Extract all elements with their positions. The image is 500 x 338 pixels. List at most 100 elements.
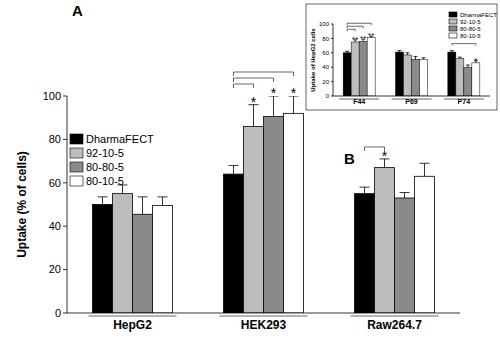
- legend-swatch: [70, 176, 83, 186]
- bar: [404, 55, 412, 96]
- y-tick: [331, 96, 333, 97]
- error-line: [233, 165, 234, 174]
- error-cap: [422, 57, 426, 58]
- error-bar: [466, 65, 470, 67]
- bar: [420, 59, 428, 96]
- legend-swatch: [449, 33, 457, 38]
- error-cap: [138, 196, 148, 197]
- bracket-line: [365, 147, 385, 151]
- legend-label: 92-10-5: [86, 147, 124, 159]
- bar: [351, 42, 359, 96]
- marks: [343, 36, 480, 96]
- y-tick: [63, 226, 67, 227]
- error-cap: [345, 51, 349, 52]
- bar: [464, 67, 472, 96]
- legend: DharmaFECT92-10-580-80-580-10-5: [70, 133, 154, 187]
- category-label: P74: [458, 98, 471, 105]
- bar: [456, 59, 464, 96]
- category-underline: [351, 316, 439, 317]
- error-cap: [420, 163, 430, 164]
- y-tick: [331, 38, 333, 39]
- error-line: [364, 187, 365, 194]
- bar: [113, 194, 133, 313]
- x-axis: [333, 96, 490, 97]
- legend-swatch: [449, 12, 457, 17]
- y-tick: [63, 139, 67, 140]
- legend-swatch: [70, 134, 83, 144]
- error-bar: [422, 58, 426, 59]
- legend-label: 80-10-5: [460, 33, 481, 39]
- y-tick-label: 40: [322, 64, 329, 70]
- legend: DharmaFECT92-10-580-80-580-10-5: [449, 12, 497, 39]
- error-bar: [398, 51, 402, 52]
- error-cap: [458, 57, 462, 58]
- category-label: P69: [405, 98, 418, 105]
- significance-bracket: [365, 147, 385, 151]
- bar: [284, 113, 304, 313]
- bar: [153, 206, 173, 313]
- chart-1: 020406080100F44P69P74Uptake of HepG2 cel…: [306, 4, 497, 110]
- x-axis: [67, 313, 460, 314]
- y-axis-label: Uptake (% of cells): [15, 151, 29, 258]
- legend-label: 92-10-5: [460, 19, 481, 25]
- bar: [415, 176, 435, 313]
- error-bar: [345, 51, 349, 52]
- y-tick-label: 40: [49, 220, 61, 232]
- error-line: [102, 197, 103, 205]
- significance-bracket: [347, 29, 355, 31]
- legend-swatch: [449, 19, 457, 24]
- bracket-line: [452, 44, 476, 46]
- category-label: HEK293: [241, 318, 287, 332]
- significance-bracket: [234, 72, 294, 76]
- significance-label: **: [368, 31, 374, 40]
- bracket-line: [234, 78, 274, 82]
- legend-label: DharmaFECT: [460, 12, 497, 18]
- bar: [224, 174, 244, 313]
- figure: 020406080100HepG2HEK293Raw264.7Uptake (%…: [0, 0, 500, 338]
- y-tick: [63, 182, 67, 183]
- error-cap: [400, 192, 410, 193]
- bar: [396, 52, 404, 96]
- error-bar: [400, 193, 410, 198]
- marks: [93, 96, 435, 313]
- error-cap: [466, 65, 470, 66]
- y-tick-label: 20: [49, 263, 61, 275]
- legend-swatch: [449, 26, 457, 31]
- bar: [264, 117, 284, 313]
- y-tick: [63, 96, 67, 97]
- legend-label: DharmaFECT: [86, 133, 154, 145]
- y-tick: [331, 81, 333, 82]
- legend-label: 80-80-5: [460, 26, 481, 32]
- bar: [244, 126, 264, 313]
- significance-label: *: [291, 85, 297, 101]
- y-tick: [331, 67, 333, 68]
- y-tick-label: 0: [326, 93, 330, 99]
- significance-label: *: [251, 94, 257, 110]
- y-tick-label: 20: [322, 79, 329, 85]
- significance-bracket: [234, 78, 274, 82]
- error-bar: [420, 163, 430, 176]
- bar: [93, 205, 113, 314]
- error-bar: [98, 197, 108, 205]
- y-axis: [67, 96, 68, 313]
- legend-swatch: [70, 148, 83, 158]
- bracket-line: [234, 72, 294, 76]
- bar: [412, 59, 420, 96]
- significance-bracket: [347, 23, 371, 25]
- error-cap: [360, 187, 370, 188]
- significance-label: *: [271, 85, 277, 101]
- y-tick-label: 80: [49, 133, 61, 145]
- significance-label: *: [474, 56, 477, 65]
- bar: [367, 38, 375, 96]
- y-tick-label: 100: [43, 90, 61, 102]
- bar: [359, 41, 367, 96]
- error-cap: [450, 50, 454, 51]
- significance-label: **: [352, 35, 358, 44]
- category-label: Raw264.7: [367, 318, 422, 332]
- y-tick-label: 0: [55, 307, 61, 319]
- error-bar: [406, 53, 410, 55]
- error-bar: [229, 165, 239, 174]
- y-axis-label: Uptake of HepG2 cells: [310, 28, 316, 92]
- y-tick-label: 80: [322, 36, 329, 42]
- error-bar: [458, 57, 462, 58]
